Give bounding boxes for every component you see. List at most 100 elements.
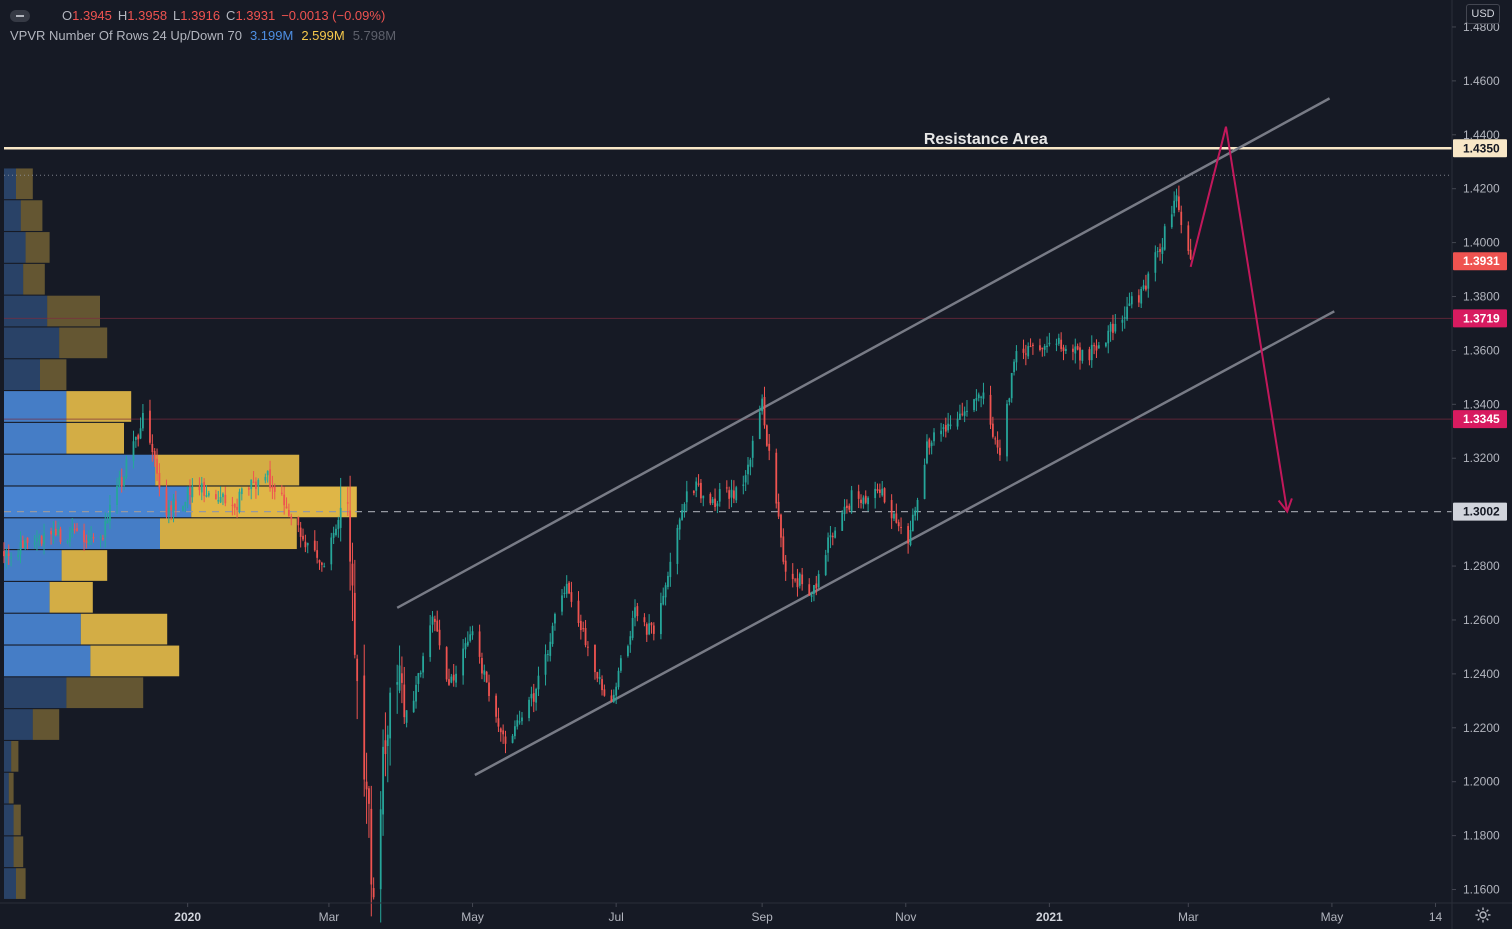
candle-body [923,464,926,499]
candle-body [878,489,881,493]
projection-polyline [1189,126,1289,512]
resistance-price-tag-bg [1453,139,1507,158]
candle-body [791,573,794,580]
candle-body [1024,353,1027,355]
candle-body [222,493,224,498]
x-tick-label: Jul [608,910,623,924]
candle-body [1147,273,1150,289]
candle-body [848,505,851,510]
volume-row-up [4,804,14,836]
candle-body [422,656,424,673]
candle-body [139,428,142,439]
candle-body [24,540,27,548]
candle-body [1145,285,1147,290]
candle-body [384,740,387,755]
candle-body [236,506,238,510]
candle-body [368,788,370,804]
candle-body [648,623,651,635]
volume-row-up [4,645,91,677]
candle-body [1027,346,1030,357]
candle-body [215,494,217,500]
candle-body [1095,345,1098,351]
candle-body [782,536,785,562]
candle-body [504,736,507,744]
candle-body [528,699,530,719]
candle-body [709,494,712,504]
candle-body [582,628,585,630]
candle-body [991,423,994,437]
candle-body [290,516,293,520]
projection-path[interactable] [1189,126,1293,514]
candle-body [134,437,137,440]
candle-body [798,573,801,586]
candle-body [1043,345,1046,350]
candle-body [389,692,392,739]
y-tick-label: 1.4400 [1463,128,1500,142]
candle-body [615,686,618,696]
candle-body [264,476,267,481]
close-value: 1.3931 [235,8,276,23]
candle-body [561,595,563,612]
x-tick-label: May [461,910,484,924]
candle-body [153,451,156,460]
x-tick-label: 14 [1429,910,1443,924]
candle-body [5,551,8,558]
candle-body [676,528,679,564]
level-price-tag: 1.3345 [1463,412,1500,426]
volume-row-down [155,454,300,486]
candle-body [678,519,681,530]
candle-body [1189,249,1192,259]
gear-icon[interactable] [1474,906,1492,924]
volume-row-down [16,168,33,200]
candle-body [403,684,406,718]
candle-body [271,486,274,489]
candle-body [725,487,728,489]
candle-body [448,679,450,685]
candle-body [203,481,206,496]
candle-body [634,607,636,618]
candle-body [860,499,862,503]
candle-body [700,482,702,499]
candle-body [33,542,36,545]
candle-body [683,504,686,513]
collapse-legend-icon[interactable] [10,10,30,22]
candle-body [942,427,945,429]
annotations: Resistance Area [924,131,1048,148]
channel-lines[interactable] [396,97,1335,777]
candle-body [238,491,241,512]
candle-body [765,425,768,446]
volume-up-value: 3.199M [249,28,294,43]
currency-button[interactable]: USD [1466,4,1500,24]
candle-body [758,412,761,440]
candle-body [299,527,302,537]
candle-body [57,528,60,536]
candle-body [579,620,582,631]
candle-body [469,634,472,641]
candle-body [587,646,589,648]
y-tick-label: 1.3200 [1463,451,1500,465]
candle-body [445,647,448,680]
candle-body [1064,348,1067,352]
volume-row-down [13,836,24,868]
candle-body [907,526,910,544]
volume-row-down [90,645,180,677]
candle-body [652,625,655,634]
candle-body [87,537,90,544]
candle-body [784,560,787,572]
candle-body [318,560,321,563]
candle-body [92,537,95,539]
candle-body [417,673,420,684]
candle-body [351,563,354,586]
candle-body [893,513,895,519]
candle-body [959,413,961,420]
candle-body [247,487,250,490]
candle-body [949,424,952,427]
candle-body [1048,342,1051,345]
candle-body [156,458,158,474]
indicator-row[interactable]: VPVR Number Of Rows 24 Up/Down 70 3.199M… [10,26,396,46]
candle-body [846,505,848,508]
candle-body [947,423,950,431]
candle-body [219,496,222,503]
candle-body [1010,372,1013,399]
